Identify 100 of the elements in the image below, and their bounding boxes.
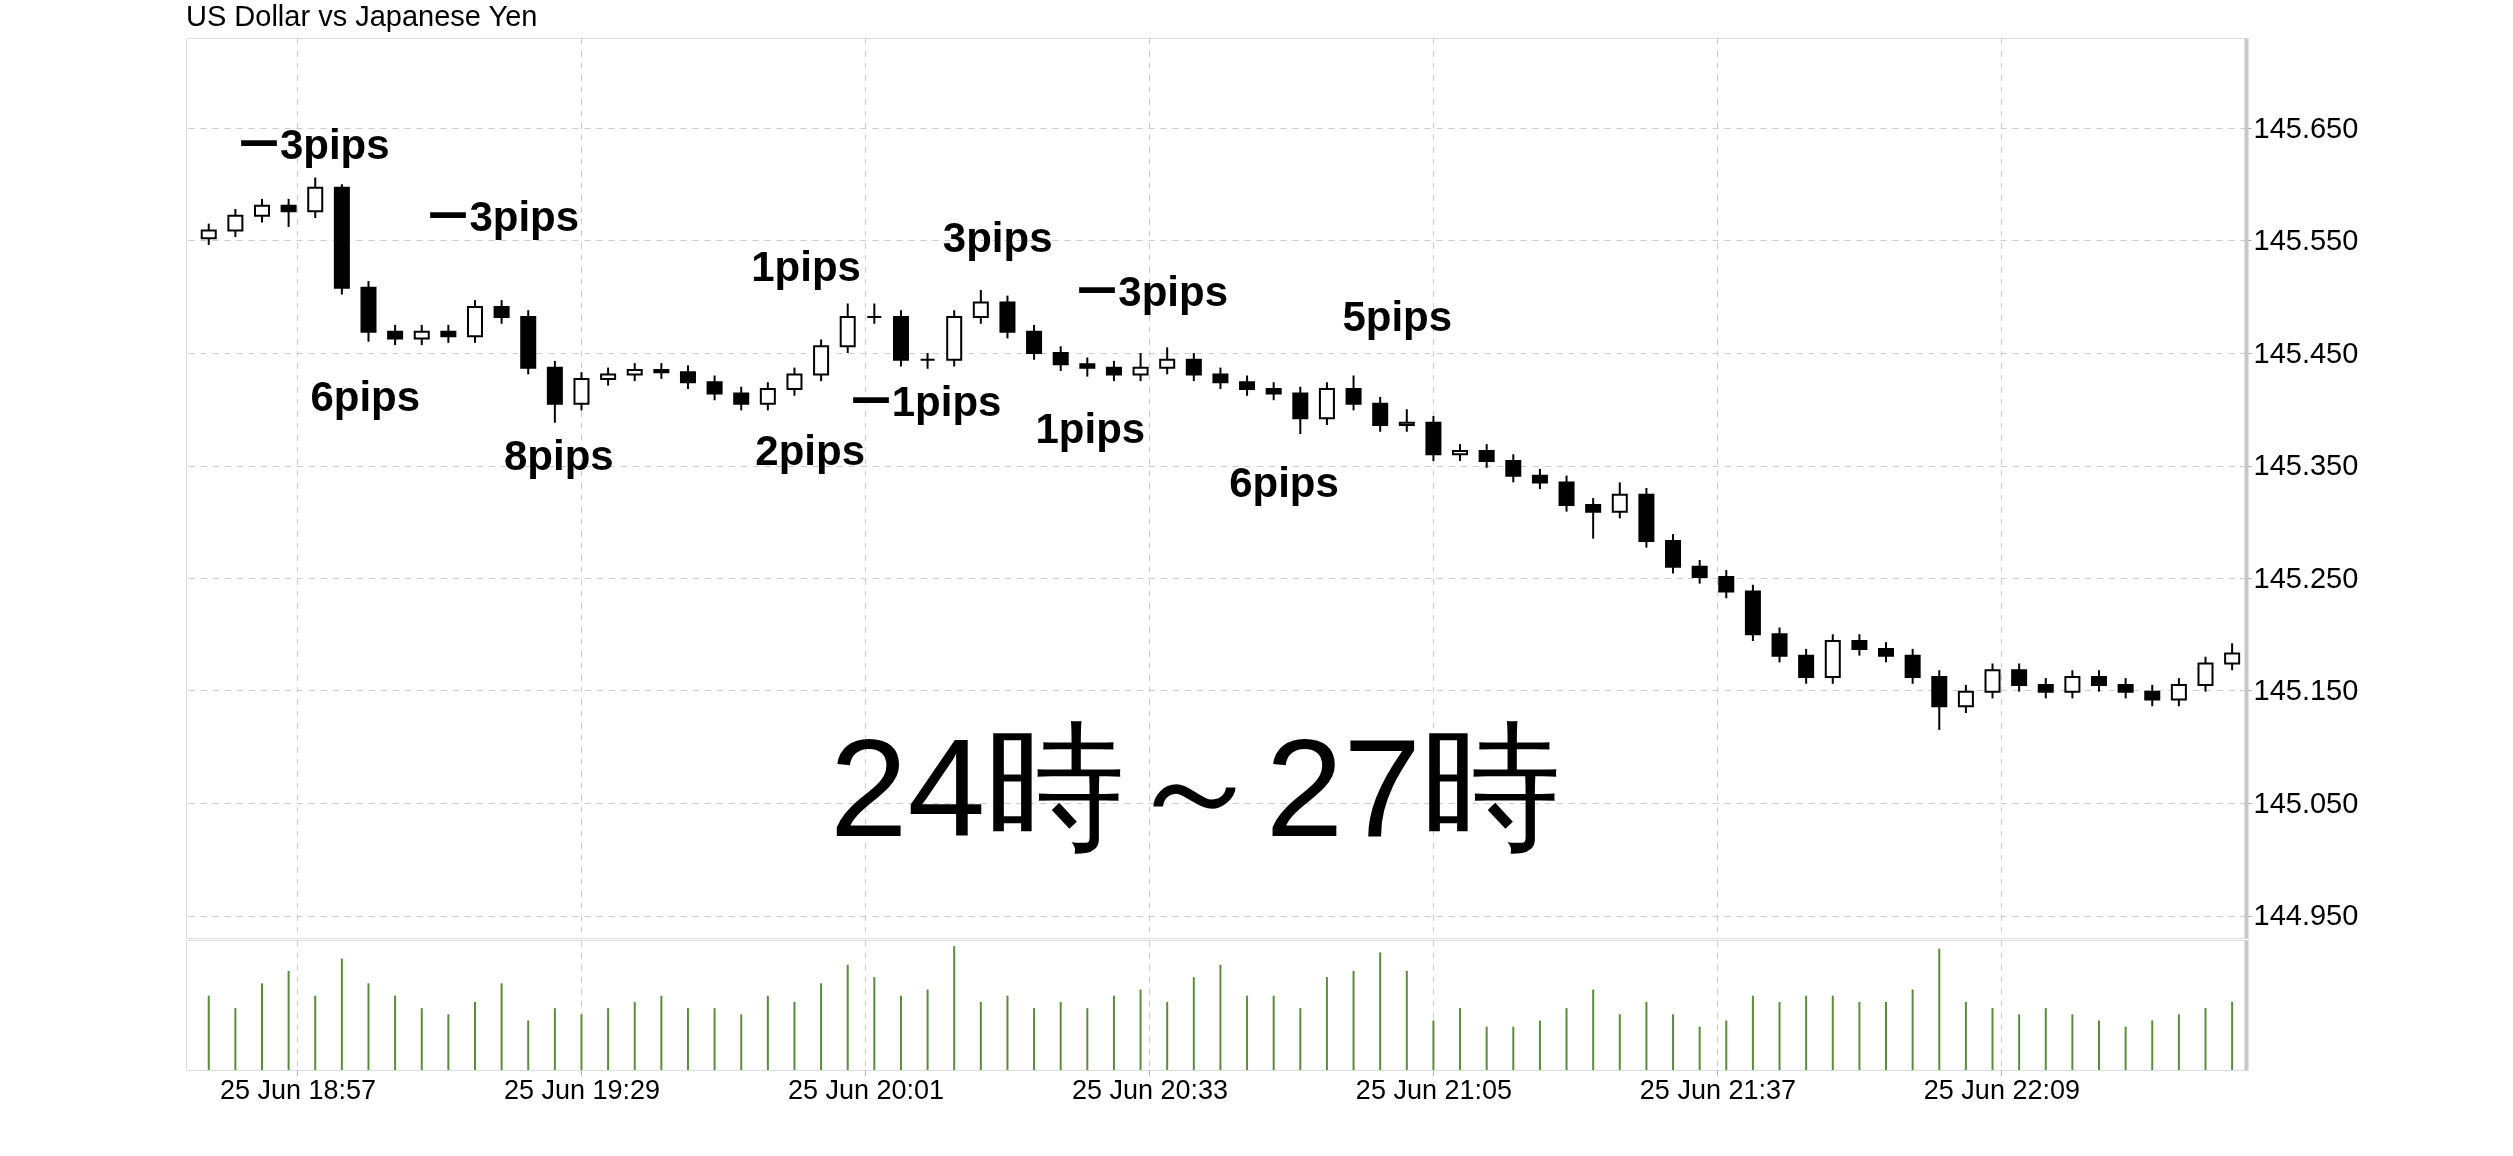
bar bbox=[207, 995, 210, 1070]
bar bbox=[394, 995, 397, 1070]
bar bbox=[1299, 1008, 1302, 1070]
bar bbox=[473, 1001, 476, 1070]
y-tick-label: 145.150 bbox=[2253, 674, 2359, 706]
bar bbox=[1246, 995, 1249, 1070]
x-tick-label: 25 Jun 20:01 bbox=[787, 1074, 945, 1105]
candlestick bbox=[387, 323, 404, 347]
candlestick bbox=[759, 381, 776, 412]
bar bbox=[1432, 1020, 1435, 1070]
bar bbox=[287, 970, 290, 1070]
candlestick bbox=[413, 323, 430, 347]
y-tick-label: 144.950 bbox=[2253, 899, 2359, 931]
bar bbox=[1459, 1008, 1462, 1070]
bar bbox=[1911, 989, 1914, 1070]
bar bbox=[846, 964, 849, 1070]
candlestick bbox=[866, 302, 883, 325]
candlestick bbox=[1132, 352, 1149, 383]
bar bbox=[1831, 995, 1834, 1070]
annotation: 1pips bbox=[751, 242, 861, 290]
annotation: 1pips bbox=[1035, 405, 1146, 453]
bar bbox=[1219, 964, 1222, 1070]
candlestick bbox=[2117, 677, 2134, 700]
candlestick bbox=[2091, 669, 2108, 693]
bar bbox=[1325, 977, 1328, 1070]
bar bbox=[1964, 1001, 1967, 1070]
bar bbox=[2098, 1020, 2101, 1070]
candlestick bbox=[307, 176, 324, 219]
candlestick bbox=[1505, 453, 1522, 484]
bar bbox=[1672, 1014, 1675, 1070]
bar bbox=[1538, 1020, 1541, 1070]
bar bbox=[340, 958, 343, 1070]
y-tick-label: 145.450 bbox=[2253, 336, 2359, 369]
bar bbox=[2124, 1026, 2127, 1070]
annotation: ー3pips bbox=[237, 121, 390, 168]
candlestick bbox=[1611, 481, 1628, 520]
candlestick bbox=[1105, 359, 1122, 383]
bar bbox=[1991, 1008, 1994, 1070]
candlestick bbox=[227, 208, 244, 239]
bar bbox=[1938, 948, 1941, 1070]
candlestick bbox=[1691, 559, 1708, 585]
candlestick bbox=[1212, 366, 1229, 390]
annotation: 6pips bbox=[310, 373, 421, 420]
candlestick bbox=[1372, 395, 1389, 433]
bar bbox=[1352, 970, 1355, 1070]
bar bbox=[713, 1008, 716, 1070]
bar bbox=[1778, 1001, 1781, 1070]
bar bbox=[580, 1014, 583, 1070]
candlestick bbox=[1345, 374, 1362, 412]
y-tick-label: 145.250 bbox=[2253, 561, 2359, 594]
bar bbox=[2231, 1001, 2234, 1070]
x-tick-label: 25 Jun 21:05 bbox=[1355, 1074, 1512, 1105]
candlestick bbox=[200, 222, 217, 246]
candlestick bbox=[2197, 655, 2214, 693]
candlestick bbox=[1239, 374, 1256, 397]
bar bbox=[633, 1001, 636, 1070]
bar bbox=[261, 983, 263, 1070]
x-tick-label: 25 Jun 18:57 bbox=[219, 1074, 377, 1105]
bar bbox=[420, 1008, 423, 1070]
candlestick bbox=[1851, 633, 1868, 657]
candlestick bbox=[1026, 323, 1043, 361]
bar bbox=[1698, 1026, 1701, 1070]
candlestick bbox=[2064, 669, 2081, 700]
candlestick bbox=[1878, 641, 1895, 664]
bar bbox=[234, 1008, 237, 1070]
bar bbox=[793, 1001, 796, 1070]
bar bbox=[899, 995, 902, 1070]
candlestick bbox=[1052, 345, 1069, 372]
bar bbox=[740, 1014, 743, 1070]
annotation: ー3pips bbox=[427, 193, 580, 240]
bar bbox=[686, 1008, 689, 1070]
candlestick bbox=[733, 385, 750, 412]
bar bbox=[2071, 1014, 2074, 1070]
candlestick bbox=[706, 374, 723, 402]
bar bbox=[1139, 989, 1142, 1070]
annotation: 3pips bbox=[942, 213, 1053, 261]
candlestick bbox=[1771, 626, 1788, 664]
bar bbox=[2018, 1014, 2021, 1070]
candlestick bbox=[2037, 677, 2054, 700]
bar bbox=[1751, 995, 1754, 1070]
bar bbox=[1512, 1026, 1515, 1070]
bar bbox=[1565, 1008, 1568, 1070]
bar bbox=[527, 1020, 530, 1070]
bar bbox=[1033, 1008, 1036, 1070]
candlestick bbox=[493, 299, 510, 325]
bar bbox=[2204, 1008, 2207, 1070]
candlestick bbox=[1478, 443, 1495, 469]
bar bbox=[2151, 1020, 2154, 1070]
bar bbox=[926, 989, 929, 1070]
candlestick bbox=[2170, 677, 2187, 708]
y-tick-label: 145.050 bbox=[2253, 786, 2359, 819]
bar bbox=[500, 983, 503, 1070]
candlestick bbox=[1159, 346, 1176, 376]
candlestick bbox=[2224, 642, 2241, 672]
annotation: 8pips bbox=[504, 431, 614, 479]
candlestick bbox=[1558, 474, 1575, 513]
candlestick bbox=[1079, 356, 1096, 378]
bar bbox=[660, 995, 663, 1070]
annotation: 6pips bbox=[1229, 459, 1339, 507]
bar bbox=[1112, 995, 1115, 1070]
